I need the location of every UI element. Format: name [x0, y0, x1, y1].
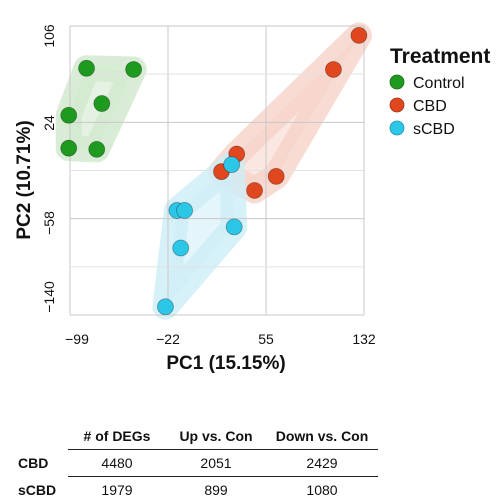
y-tick-label: −140: [41, 281, 57, 313]
table-header: Up vs. Con: [179, 428, 253, 444]
table-row: sCBD 1979 899 1080: [18, 477, 378, 503]
y-axis-title: PC2 (10.71%): [14, 120, 35, 239]
point-control: [93, 95, 111, 112]
y-tick-label: 106: [41, 24, 57, 48]
legend-marker-scbd: [389, 120, 405, 136]
table-cell: 1080: [306, 482, 338, 498]
legend-label-control: Control: [413, 75, 465, 92]
tick-labels: −99 −22 55 132 106 24 −58 −140: [41, 24, 376, 347]
point-scbd: [223, 156, 241, 174]
legend: Treatment Control CBD sCBD: [389, 45, 490, 138]
row-label: CBD: [18, 455, 49, 471]
table-cell: 4480: [101, 455, 133, 471]
point-cbd: [246, 182, 263, 199]
legend-label-cbd: CBD: [413, 98, 447, 115]
point-control: [88, 140, 106, 158]
table-cell: 2429: [306, 455, 338, 471]
gridlines: [69, 25, 365, 316]
point-cbd: [267, 167, 285, 185]
point-scbd: [172, 239, 190, 257]
point-control: [60, 139, 78, 157]
table-cell: 899: [204, 482, 228, 498]
table-header: # of DEGs: [83, 428, 151, 444]
table-row: CBD 4480 2051 2429: [18, 450, 378, 477]
table-cell: 1979: [101, 482, 133, 498]
x-tick-label: 55: [258, 331, 274, 347]
legend-label-scbd: sCBD: [413, 121, 455, 138]
x-tick-label: 132: [352, 331, 376, 347]
x-tick-label: −99: [65, 331, 89, 347]
data-points: [60, 26, 368, 316]
deg-table: # of DEGs Up vs. Con Down vs. Con CBD 44…: [18, 423, 378, 503]
point-scbd: [225, 218, 243, 236]
point-scbd: [157, 298, 174, 316]
pca-chart: −99 −22 55 132 106 24 −58 −140 PC1 (15.1…: [14, 22, 490, 374]
x-axis-title: PC1 (15.15%): [166, 353, 285, 374]
row-label: sCBD: [18, 482, 57, 498]
point-scbd: [176, 202, 193, 219]
y-tick-label: 24: [41, 115, 57, 131]
x-tick-label: −22: [156, 331, 180, 347]
legend-title: Treatment: [390, 45, 490, 68]
y-tick-label: −58: [41, 211, 57, 235]
point-control: [60, 106, 78, 124]
point-cbd: [350, 26, 368, 44]
point-cbd: [325, 61, 342, 78]
table-cell: 2051: [200, 455, 232, 471]
table-header: Down vs. Con: [275, 428, 369, 444]
point-control: [78, 59, 95, 77]
legend-marker-cbd: [389, 97, 405, 113]
hull-scbd: [152, 151, 248, 320]
table-header-row: # of DEGs Up vs. Con Down vs. Con: [68, 423, 378, 450]
legend-marker-control: [389, 74, 405, 90]
point-control: [125, 61, 143, 78]
